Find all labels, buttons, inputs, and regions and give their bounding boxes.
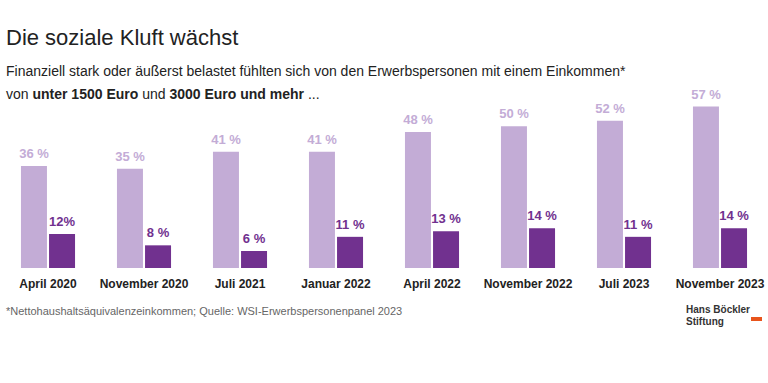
svg-text:Juli 2021: Juli 2021 (215, 277, 266, 291)
svg-text:Januar 2022: Januar 2022 (301, 277, 371, 291)
svg-text:November 2023: November 2023 (676, 277, 765, 291)
svg-text:*Nettohaushaltsäquivalenzeinko: *Nettohaushaltsäquivalenzeinkommen; Quel… (6, 305, 402, 317)
svg-text:November 2022: November 2022 (484, 277, 573, 291)
svg-text:und: und (138, 86, 169, 102)
svg-text:Die soziale Kluft wächst: Die soziale Kluft wächst (6, 25, 238, 50)
svg-text:...: ... (304, 86, 320, 102)
svg-text:April 2020: April 2020 (19, 277, 77, 291)
svg-text:Finanziell stark oder äußerst: Finanziell stark oder äußerst belastet f… (6, 63, 626, 79)
svg-text:41 %: 41 % (307, 132, 337, 147)
svg-text:April 2022: April 2022 (403, 277, 461, 291)
svg-text:13 %: 13 % (431, 211, 461, 226)
svg-text:6 %: 6 % (243, 231, 266, 246)
svg-text:November 2020: November 2020 (100, 277, 189, 291)
svg-text:41 %: 41 % (211, 132, 241, 147)
svg-text:3000 Euro und mehr: 3000 Euro und mehr (169, 86, 304, 102)
svg-text:36 %: 36 % (19, 146, 49, 161)
svg-text:Juli 2023: Juli 2023 (599, 277, 650, 291)
svg-text:11 %: 11 % (624, 217, 653, 232)
svg-text:14 %: 14 % (527, 208, 557, 223)
svg-text:12%: 12% (49, 214, 75, 229)
svg-text:57 %: 57 % (691, 87, 721, 102)
svg-text:14 %: 14 % (719, 208, 749, 223)
svg-text:50 %: 50 % (499, 106, 529, 121)
svg-text:52 %: 52 % (595, 101, 625, 116)
svg-text:11 %: 11 % (336, 217, 365, 232)
svg-text:Stiftung: Stiftung (686, 316, 724, 327)
svg-text:35 %: 35 % (115, 149, 145, 164)
svg-text:Hans Böckler: Hans Böckler (686, 304, 750, 315)
svg-text:8 %: 8 % (147, 225, 170, 240)
svg-text:48 %: 48 % (403, 112, 433, 127)
svg-text:von: von (6, 86, 32, 102)
svg-text:unter 1500 Euro: unter 1500 Euro (32, 86, 138, 102)
